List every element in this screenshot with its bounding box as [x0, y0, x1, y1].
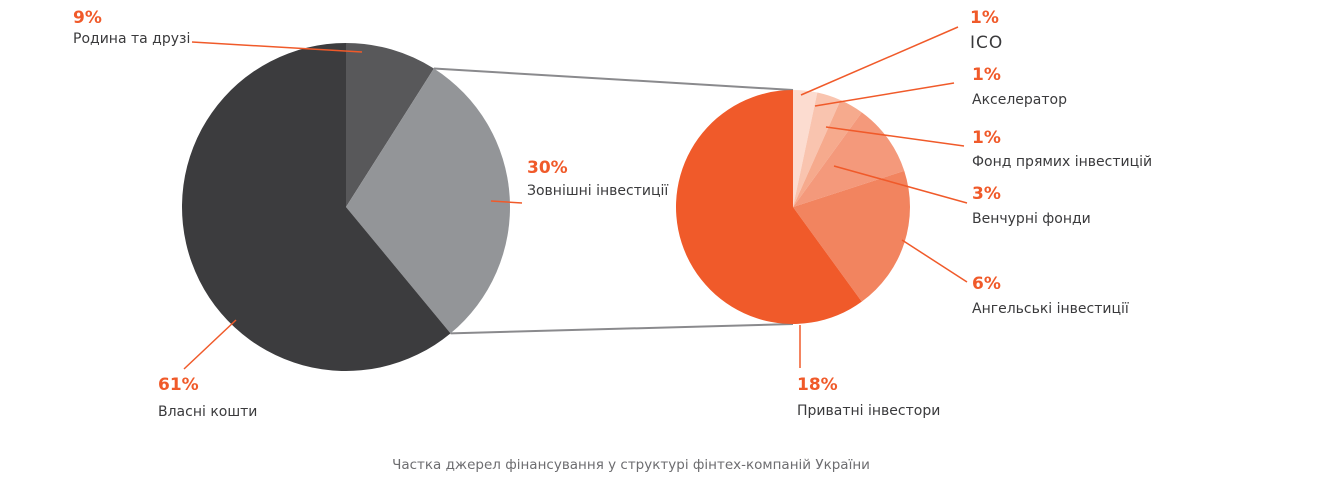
leader-lines [183, 26, 968, 370]
detail-pie-slice-венчурні-фонди [793, 112, 905, 207]
connector-line-bottom [450, 323, 794, 335]
detail-pie-label-акселератор: Акселератор [972, 92, 1067, 108]
detail-pie-leader-ico [800, 26, 959, 96]
pie-connector-lines [433, 67, 794, 335]
chart-caption: Частка джерел фінансування у структурі ф… [392, 457, 870, 473]
main-pie-percent-зовнішні-інвестиції: 30% [527, 158, 568, 178]
main-pie-slice-родина-та-друзі [346, 43, 434, 207]
main-pie-slice-власні-кошти [181, 42, 451, 372]
detail-pie-label-приватні-інвестори: Приватні інвестори [797, 403, 940, 419]
main-pie-label-власні-кошти: Власні кошти [158, 404, 257, 420]
detail-pie-label-венчурні-фонди: Венчурні фонди [972, 211, 1091, 227]
detail-pie-label-фонд-прямих-інвестицій: Фонд прямих інвестицій [972, 154, 1152, 170]
connector-line-top [433, 67, 794, 91]
detail-pie-slice-ico [793, 90, 818, 207]
detail-pie-leader-ангельські-інвестиції [901, 239, 968, 283]
slice-labels: 9% Родина та друзі 30% Зовнішні інвестиції 6… [73, 8, 1152, 420]
main-pie-percent-родина-та-друзі: 9% [73, 8, 102, 28]
main-pie-label-зовнішні-інвестиції: Зовнішні інвестиції [527, 183, 668, 199]
detail-pie [675, 90, 910, 325]
detail-pie-slice-фонд-прямих-інвестицій [793, 100, 862, 207]
detail-pie-leader-акселератор [814, 82, 955, 107]
detail-pie-percent-венчурні-фонди: 3% [972, 184, 1001, 204]
main-pie [181, 42, 511, 372]
detail-pie-percent-приватні-інвестори: 18% [797, 375, 838, 395]
main-pie-slice-зовнішні-інвестиції [346, 68, 511, 334]
detail-pie-label-ico: ICO [970, 33, 1003, 53]
detail-pie-leader-фонд-прямих-інвестицій [825, 126, 965, 147]
detail-pie-percent-акселератор: 1% [972, 65, 1001, 85]
main-pie-leader-родина-та-друзі [191, 41, 363, 53]
detail-pie-slice-приватні-інвестори [675, 90, 862, 325]
detail-pie-percent-ico: 1% [970, 8, 999, 28]
main-pie-label-родина-та-друзі: Родина та друзі [73, 31, 190, 47]
detail-pie-slice-ангельські-інвестиції [793, 170, 910, 302]
main-pie-percent-власні-кошти: 61% [158, 375, 199, 395]
detail-pie-slice-акселератор [793, 92, 841, 207]
main-pie-leader-власні-кошти [183, 319, 237, 370]
detail-pie-percent-ангельські-інвестиції: 6% [972, 274, 1001, 294]
detail-pie-label-ангельські-інвестиції: Ангельські інвестиції [972, 301, 1129, 317]
detail-pie-percent-фонд-прямих-інвестицій: 1% [972, 128, 1001, 148]
detail-pie-leader-венчурні-фонди [833, 165, 968, 204]
main-pie-leader-зовнішні-інвестиції [490, 200, 523, 204]
